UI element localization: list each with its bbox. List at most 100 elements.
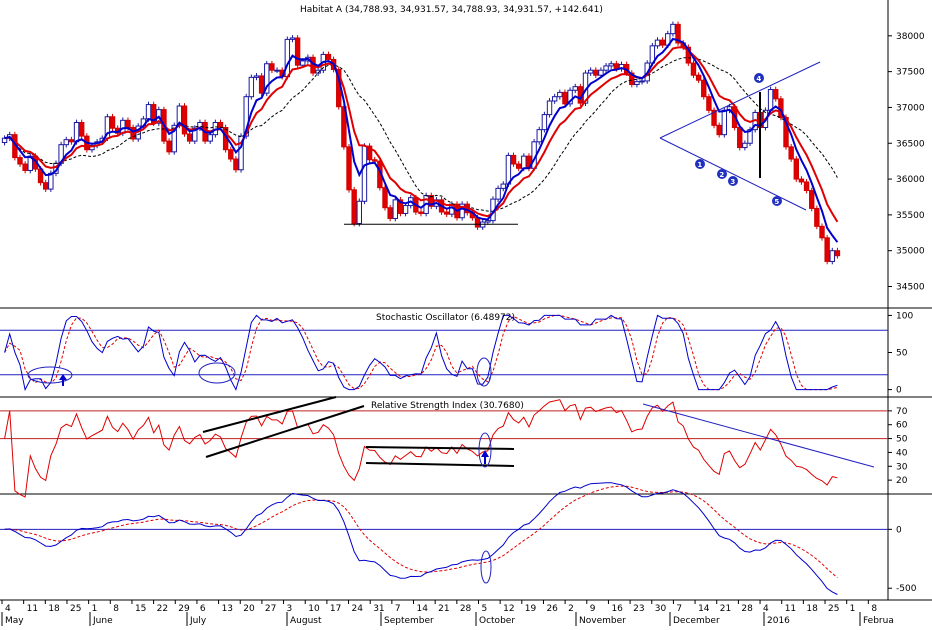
candle-body bbox=[289, 37, 296, 40]
candle-body bbox=[659, 39, 666, 46]
triangle-point-marker bbox=[695, 159, 705, 169]
macd-y-tick-label: -500 bbox=[896, 584, 917, 594]
rsi-trendline bbox=[202, 396, 337, 433]
x-day-label: 14 bbox=[698, 604, 710, 614]
candle-body bbox=[670, 23, 676, 35]
x-month-label: Februa bbox=[863, 616, 894, 626]
candle-body bbox=[773, 89, 779, 100]
price-y-tick-label: 38000 bbox=[896, 32, 925, 42]
candle-body bbox=[629, 72, 635, 86]
candle-body bbox=[798, 178, 805, 183]
candle-body bbox=[17, 157, 23, 165]
candle-body bbox=[515, 163, 522, 169]
x-day-label: 6 bbox=[200, 604, 206, 614]
candle-body bbox=[68, 139, 75, 143]
x-month-label: May bbox=[5, 616, 24, 626]
candle-body bbox=[485, 220, 491, 223]
candle-body bbox=[284, 38, 291, 78]
candle-body bbox=[593, 69, 599, 76]
rsi-buy-arrowhead bbox=[481, 450, 489, 457]
x-day-label: 10 bbox=[308, 604, 320, 614]
x-day-label: 4 bbox=[763, 604, 769, 614]
x-day-label: 21 bbox=[720, 604, 731, 614]
x-day-label: 26 bbox=[546, 604, 558, 614]
stoch-oversold-ellipse bbox=[27, 366, 73, 384]
triangle-point-marker bbox=[728, 176, 738, 186]
stoch-oversold-ellipse bbox=[198, 362, 236, 384]
candle-body bbox=[63, 139, 69, 146]
candle-body bbox=[22, 163, 28, 171]
candle-body bbox=[181, 105, 188, 135]
candle-body bbox=[248, 76, 255, 98]
candle-body bbox=[546, 100, 553, 116]
candle-body bbox=[392, 199, 398, 219]
candle-body bbox=[346, 146, 352, 191]
candle-body bbox=[505, 154, 512, 185]
grid-lines bbox=[0, 329, 888, 530]
x-day-label: 22 bbox=[157, 604, 168, 614]
candle-body bbox=[387, 207, 393, 219]
candle-body bbox=[572, 86, 578, 91]
rsi-y-tick-label: 40 bbox=[896, 448, 908, 458]
rsi-y-tick-label: 50 bbox=[896, 435, 908, 445]
x-month-label: August bbox=[290, 616, 322, 626]
x-day-label: 18 bbox=[48, 604, 60, 614]
candle-body bbox=[809, 190, 815, 209]
candle-body bbox=[788, 146, 794, 160]
rsi-trendline bbox=[365, 446, 515, 450]
triangle-point-label: 4 bbox=[756, 75, 761, 83]
candle-body bbox=[274, 69, 280, 72]
candle-body bbox=[125, 119, 131, 128]
x-day-label: 5 bbox=[481, 604, 487, 614]
triangle-lower-line bbox=[659, 137, 807, 211]
candle-body bbox=[120, 119, 126, 134]
triangle-point-label: 3 bbox=[730, 178, 735, 186]
candle-body bbox=[521, 155, 527, 169]
candle-body bbox=[186, 133, 193, 142]
x-day-label: 21 bbox=[438, 604, 449, 614]
candle-body bbox=[695, 74, 702, 81]
x-day-label: 27 bbox=[265, 604, 276, 614]
candle-body bbox=[551, 96, 558, 102]
x-day-label: 2 bbox=[568, 604, 574, 614]
candle-body bbox=[73, 121, 80, 143]
candle-body bbox=[166, 140, 172, 153]
candle-body bbox=[824, 237, 830, 262]
x-day-label: 9 bbox=[590, 604, 596, 614]
candle-body bbox=[207, 134, 213, 142]
candle-body bbox=[721, 109, 728, 136]
candle-body bbox=[48, 172, 54, 190]
candle-body bbox=[109, 116, 116, 129]
macd-line bbox=[4, 482, 838, 595]
x-day-label: 25 bbox=[828, 604, 839, 614]
x-day-label: 29 bbox=[178, 604, 190, 614]
candle-body bbox=[264, 63, 270, 94]
x-month-label: December bbox=[673, 616, 720, 626]
candle-body bbox=[716, 124, 722, 136]
candle-body bbox=[233, 158, 239, 171]
macd-y-tick-label: 0 bbox=[896, 525, 902, 535]
candle-body bbox=[793, 158, 800, 180]
rsi-trendline bbox=[365, 462, 515, 467]
candle-body bbox=[706, 96, 712, 111]
x-day-label: 1 bbox=[92, 604, 98, 614]
price-y-tick-label: 35000 bbox=[896, 247, 925, 257]
triangle-point-marker bbox=[754, 73, 764, 83]
stoch-buy-arrowhead bbox=[59, 374, 67, 380]
candle-body bbox=[557, 91, 563, 98]
candle-body bbox=[300, 60, 306, 66]
x-day-label: 4 bbox=[5, 604, 11, 614]
rsi-downtrend-line bbox=[642, 403, 875, 468]
candle-body bbox=[567, 89, 573, 105]
price-y-tick-label: 36500 bbox=[896, 139, 925, 149]
rsi-y-tick-label: 20 bbox=[896, 476, 908, 486]
x-day-label: 8 bbox=[113, 604, 119, 614]
stochastic-label: Stochastic Oscillator (6.48972) bbox=[376, 313, 515, 323]
x-day-label: 3 bbox=[287, 604, 293, 614]
x-day-label: 18 bbox=[806, 604, 818, 614]
candle-body bbox=[701, 79, 707, 98]
triangle-point-label: 2 bbox=[719, 171, 724, 179]
